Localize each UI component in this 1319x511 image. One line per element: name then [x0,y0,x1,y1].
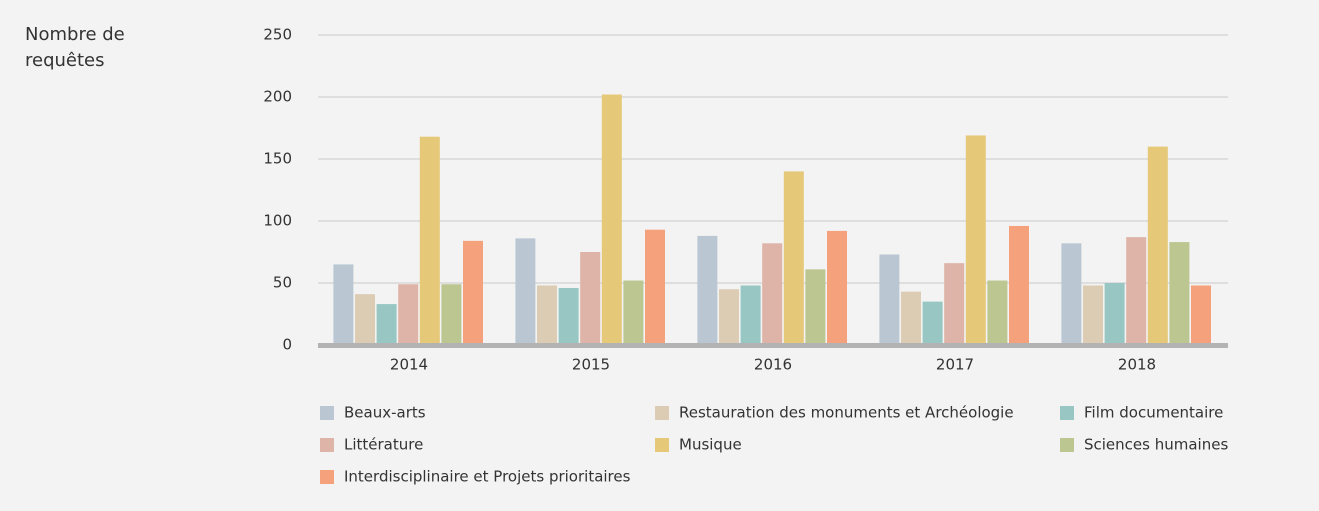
legend-label: Film documentaire [1084,404,1223,422]
bar [879,254,900,345]
bar [515,238,536,345]
bar [580,252,601,345]
y-axis-title: Nombre de requêtes [25,24,125,71]
bar [537,285,557,345]
bar [1126,237,1147,345]
bar [719,289,739,345]
legend-swatch [320,406,334,420]
bar [805,269,826,345]
bar [783,171,804,345]
legend-swatch [320,438,334,452]
bar [333,264,354,345]
bar [1104,283,1125,345]
bar [1147,146,1168,345]
y-tick-label: 0 [282,336,292,354]
bar [762,243,783,345]
bar [901,291,921,345]
bar [740,285,761,345]
legend-label: Interdisciplinaire et Projets prioritair… [344,468,631,486]
bar [1169,242,1190,345]
bar [965,135,986,345]
legend-swatch [655,406,669,420]
legend-label: Musique [679,436,742,454]
bar [419,136,440,345]
bar [1009,225,1029,345]
y-tick-label: 250 [263,26,292,44]
bar [623,280,644,345]
x-tick-label: 2017 [936,356,974,374]
legend-swatch [320,470,334,484]
bar [1061,243,1082,345]
legend-label: Restauration des monuments et Archéologi… [679,404,1014,422]
bar [922,301,943,345]
x-axis-line [318,343,1228,348]
y-tick-label: 50 [273,274,292,292]
bar [398,284,419,345]
bar [601,94,622,346]
bar [827,230,847,345]
x-tick-label: 2016 [754,356,792,374]
bar [441,284,462,345]
bar [987,280,1008,345]
legend-label: Littérature [344,436,423,454]
y-tick-label: 100 [263,212,292,230]
x-tick-label: 2015 [572,356,610,374]
bar [944,263,965,345]
y-tick-label: 200 [263,88,292,106]
bar [1083,285,1103,345]
legend-label: Beaux-arts [344,404,426,422]
bar [355,294,375,345]
legend-swatch [655,438,669,452]
bar [463,240,483,345]
bar [645,229,665,345]
x-tick-label: 2018 [1118,356,1156,374]
legend-swatch [1060,438,1074,452]
bar [376,304,397,345]
legend-swatch [1060,406,1074,420]
legend-label: Sciences humaines [1084,436,1228,454]
bar [1191,285,1211,345]
x-tick-label: 2014 [390,356,428,374]
bar [697,235,718,345]
y-tick-label: 150 [263,150,292,168]
bar [558,287,579,345]
